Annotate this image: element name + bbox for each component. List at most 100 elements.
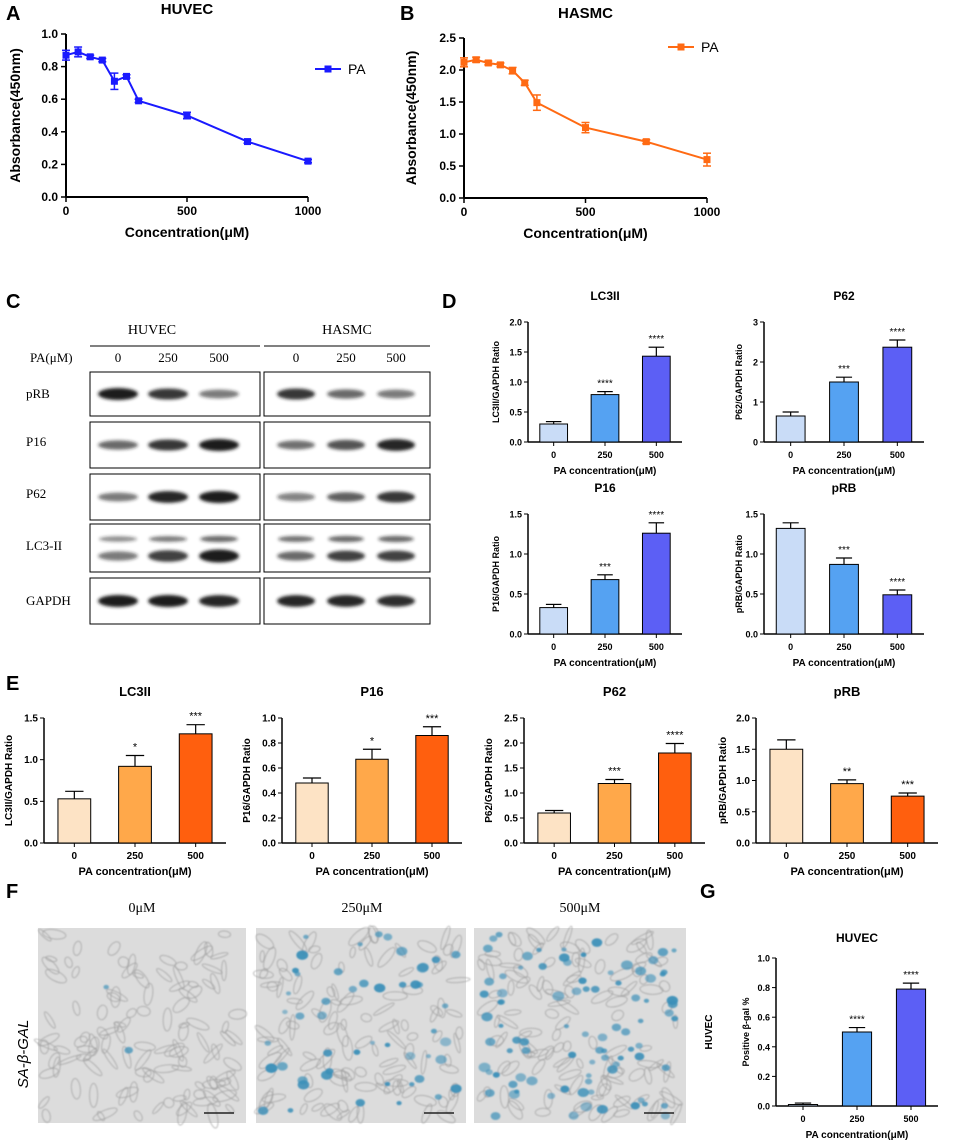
y-tick-label: 0.0	[24, 839, 38, 850]
y-tick-label: 0.2	[41, 157, 58, 171]
bar	[539, 607, 569, 635]
cell	[354, 1066, 367, 1078]
stained-cell	[409, 1082, 415, 1087]
stained-cell	[627, 1046, 635, 1052]
cell	[276, 976, 284, 998]
stained-cell	[492, 1072, 500, 1078]
cell	[277, 1037, 293, 1057]
cell	[392, 1080, 402, 1096]
cell	[446, 1009, 463, 1018]
y-tick-label: 0.4	[757, 1042, 770, 1052]
y-tick-label: 1.0	[41, 27, 58, 41]
cell	[178, 1055, 188, 1068]
cell	[647, 1098, 664, 1122]
bar	[641, 532, 671, 635]
cell	[126, 1008, 137, 1019]
blot-row-label-prb: pRB	[26, 386, 50, 401]
significance-label: ***	[838, 545, 850, 556]
cell	[76, 1053, 92, 1062]
cell	[162, 1007, 173, 1032]
blot-band	[327, 389, 365, 399]
cell	[101, 1033, 111, 1054]
data-point	[110, 77, 118, 85]
stained-cell	[661, 1064, 671, 1072]
bar	[895, 988, 927, 1107]
cell	[400, 1019, 409, 1032]
cell	[604, 933, 619, 946]
cell	[379, 1057, 399, 1068]
y-tick-label: 1.5	[24, 714, 38, 725]
blot-band	[98, 440, 138, 450]
x-axis-label: PA concentration(μM)	[558, 866, 671, 878]
cell	[308, 945, 321, 954]
cell	[336, 1022, 349, 1047]
cell	[598, 1083, 611, 1096]
cell	[52, 1056, 61, 1078]
cell	[45, 968, 67, 984]
western-blot-panel: HUVEC HASMC PA(μM) 0 250 500 0 250 500 p…	[26, 323, 431, 625]
legend-label: PA	[701, 39, 719, 55]
micro-label-250: 250μM	[342, 901, 384, 916]
bar-chart-e4: pRB 0.0 0.5 1.0 1.5 2.0 pRB/GAPDH Ratio 0 ** 250 *…	[718, 684, 938, 878]
blot-band	[199, 389, 239, 399]
stained-cell	[635, 966, 647, 976]
stained-cell	[657, 947, 669, 957]
cell	[285, 1020, 300, 1030]
stained-cell	[398, 981, 407, 988]
cell	[576, 1058, 584, 1069]
cell	[169, 1046, 189, 1058]
stained-cell	[526, 1076, 538, 1086]
x-tick-label: 0	[72, 851, 78, 862]
cell	[544, 1008, 559, 1019]
bar-chart-d2: P62 0 1 2 3 P62/GAPDH Ratio 0 *** 250 **** 500 PA c…	[734, 289, 924, 477]
cell	[278, 1017, 291, 1035]
cell	[541, 979, 554, 995]
bar	[590, 579, 620, 635]
significance-label: ***	[838, 364, 850, 375]
stained-cell	[645, 974, 657, 983]
cell	[115, 1086, 139, 1099]
cell	[110, 986, 121, 1008]
cell	[526, 927, 546, 945]
cell	[133, 1110, 143, 1122]
stained-cell	[671, 1015, 679, 1022]
blot-header-hasmc: HASMC	[322, 323, 372, 338]
stained-cell	[384, 1081, 391, 1087]
cell	[295, 990, 315, 1011]
stained-cell	[660, 969, 668, 975]
blot-conc-hasmc-250: 250	[336, 350, 356, 365]
y-tick-label: 1.5	[745, 510, 758, 520]
y-axis-label: P62/GAPDH Ratio	[484, 738, 495, 822]
chart-title: P16	[360, 684, 383, 699]
cell	[210, 952, 229, 960]
cell	[259, 950, 265, 963]
stained-cell	[634, 1052, 645, 1061]
stained-cell	[414, 1075, 425, 1083]
y-tick-label: 0.5	[745, 590, 758, 600]
cell	[261, 1093, 287, 1103]
cell	[193, 941, 208, 966]
cell	[96, 1110, 106, 1122]
x-axis-label: PA concentration(μM)	[554, 466, 657, 477]
cell	[558, 1069, 582, 1081]
cell	[183, 1088, 191, 1101]
cell	[172, 1095, 187, 1102]
bar	[597, 783, 632, 844]
cell	[223, 1057, 242, 1072]
stained-cell	[396, 1101, 402, 1106]
cell	[637, 1060, 662, 1069]
blot-band	[277, 440, 315, 450]
cell	[358, 935, 372, 951]
cell	[221, 1020, 230, 1034]
y-tick-label: 0.2	[757, 1072, 770, 1082]
stained-cell	[563, 1024, 570, 1029]
stained-cell	[580, 952, 587, 958]
cell	[217, 930, 232, 938]
stained-cell	[296, 950, 309, 960]
x-tick-label: 500	[899, 851, 916, 862]
cell	[53, 1045, 71, 1055]
significance-label: ****	[890, 327, 906, 338]
bar	[355, 758, 389, 844]
chart-title: P62	[833, 289, 855, 303]
